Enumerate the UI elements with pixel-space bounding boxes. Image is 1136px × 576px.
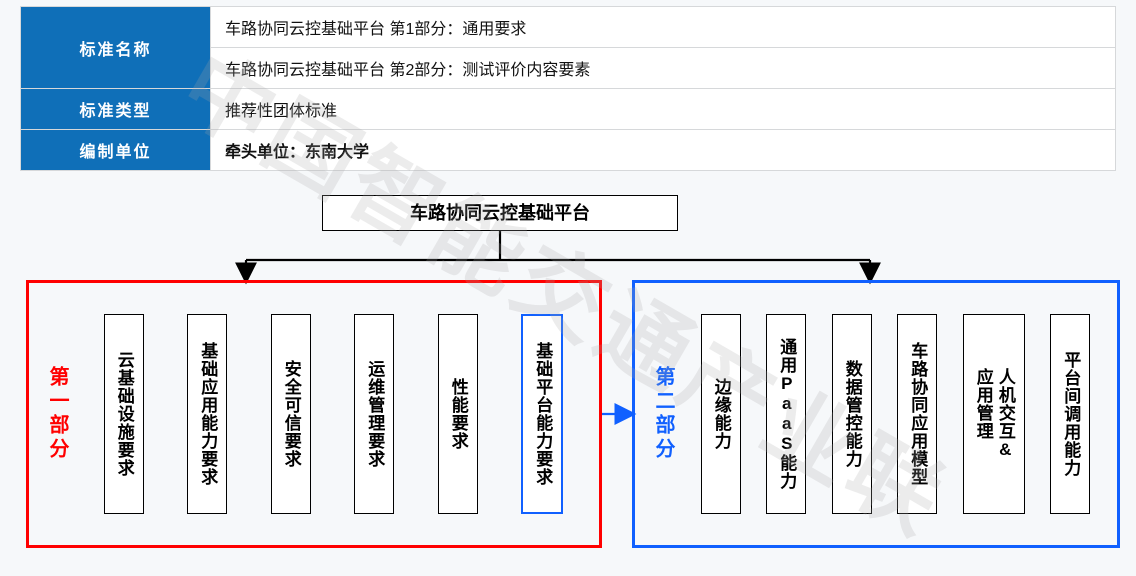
table-header-type: 标准类型 — [21, 89, 211, 130]
part1-item: 性能要求 — [438, 314, 478, 514]
part2-item: 车路协同应用模型 — [897, 314, 937, 514]
table-header-name: 标准名称 — [21, 7, 211, 89]
part1-items: 云基础设施要求 基础应用能力要求 安全可信要求 运维管理要求 性能要求 基础平台能力要求 — [82, 293, 585, 535]
part2-item: 人机交互& 应用管理 — [963, 314, 1025, 514]
part2-item: 数据管控能力 — [832, 314, 872, 514]
part1-item: 基础应用能力要求 — [187, 314, 227, 514]
part2-item: 边缘能力 — [701, 314, 741, 514]
part2-label: 第二部分 — [649, 366, 678, 462]
table-value-name-2: 车路协同云控基础平台 第2部分：测试评价内容要素 — [211, 48, 1116, 89]
part2-items: 边缘能力通用PaaS能力数据管控能力车路协同应用模型人机交互& 应用管理平台间调… — [688, 293, 1103, 535]
part2-item: 平台间调用能力 — [1050, 314, 1090, 514]
part1-item: 云基础设施要求 — [104, 314, 144, 514]
part2-group: 第二部分 边缘能力通用PaaS能力数据管控能力车路协同应用模型人机交互& 应用管… — [632, 280, 1120, 548]
table-value-unit: 牵头单位：东南大学 — [211, 130, 1116, 171]
part1-label: 第一部分 — [43, 366, 72, 462]
part1-item: 运维管理要求 — [354, 314, 394, 514]
info-table: 标准名称 车路协同云控基础平台 第1部分：通用要求 车路协同云控基础平台 第2部… — [20, 6, 1116, 171]
part1-group: 第一部分 云基础设施要求 基础应用能力要求 安全可信要求 运维管理要求 性能要求 基础平台… — [26, 280, 602, 548]
part2-item: 通用PaaS能力 — [766, 314, 806, 514]
table-value-name-1: 车路协同云控基础平台 第1部分：通用要求 — [211, 7, 1116, 48]
table-header-unit: 编制单位 — [21, 130, 211, 171]
part1-item: 基础平台能力要求 — [521, 314, 563, 514]
root-node: 车路协同云控基础平台 — [322, 195, 678, 231]
part1-item: 安全可信要求 — [271, 314, 311, 514]
table-value-type: 推荐性团体标准 — [211, 89, 1116, 130]
